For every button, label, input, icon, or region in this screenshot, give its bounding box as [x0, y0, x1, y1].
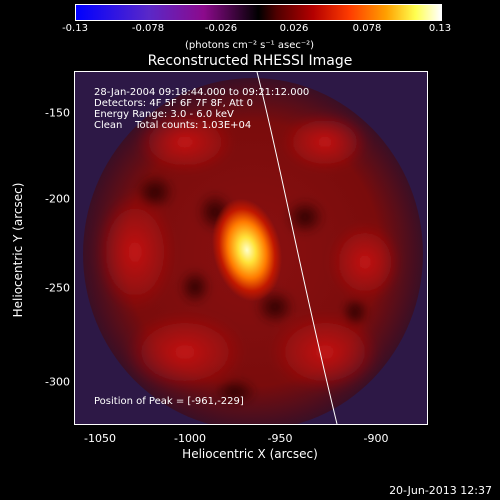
image-canvas — [75, 72, 427, 424]
y-tick: -200 — [45, 192, 70, 206]
colorbar-tick: 0.026 — [279, 23, 309, 34]
colorbar — [75, 4, 442, 21]
footer-date: 20-Jun-2013 12:37 — [389, 484, 492, 497]
peak-position: Position of Peak = [-961,-229] — [94, 396, 244, 407]
detectors: Detectors: 4F 5F 6F 7F 8F, Att 0 — [94, 98, 254, 109]
time-range: 28-Jan-2004 09:18:44.000 to 09:21:12.000 — [94, 87, 310, 98]
flare-source — [212, 198, 282, 302]
x-tick: -1050 — [84, 432, 116, 445]
y-axis-label: Heliocentric Y (arcsec) — [11, 182, 25, 318]
colorbar-tick: -0.026 — [204, 23, 238, 34]
observation-info: 28-Jan-2004 09:18:44.000 to 09:21:12.000… — [94, 87, 309, 131]
x-tick: -1000 — [174, 432, 206, 445]
x-axis-label: Heliocentric X (arcsec) — [182, 447, 318, 461]
colorbar-tick: 0.13 — [428, 23, 452, 34]
y-tick: -150 — [45, 106, 70, 120]
rhessi-image[interactable] — [74, 71, 428, 425]
colorbar-tick: -0.078 — [131, 23, 165, 34]
colorbar-units: (photons cm⁻² s⁻¹ asec⁻²) — [185, 40, 315, 51]
colorbar-tick: -0.13 — [62, 23, 88, 34]
x-tick: -900 — [363, 432, 389, 445]
colorbar-tick: 0.078 — [352, 23, 382, 34]
solar-limb-line — [256, 72, 338, 424]
energy-range: Energy Range: 3.0 - 6.0 keV — [94, 109, 234, 120]
y-tick: -250 — [45, 281, 70, 295]
x-tick: -950 — [267, 432, 293, 445]
plot-title: Reconstructed RHESSI Image — [147, 53, 353, 69]
clean-counts: Clean Total counts: 1.03E+04 — [94, 120, 252, 131]
y-tick: -300 — [45, 375, 70, 389]
